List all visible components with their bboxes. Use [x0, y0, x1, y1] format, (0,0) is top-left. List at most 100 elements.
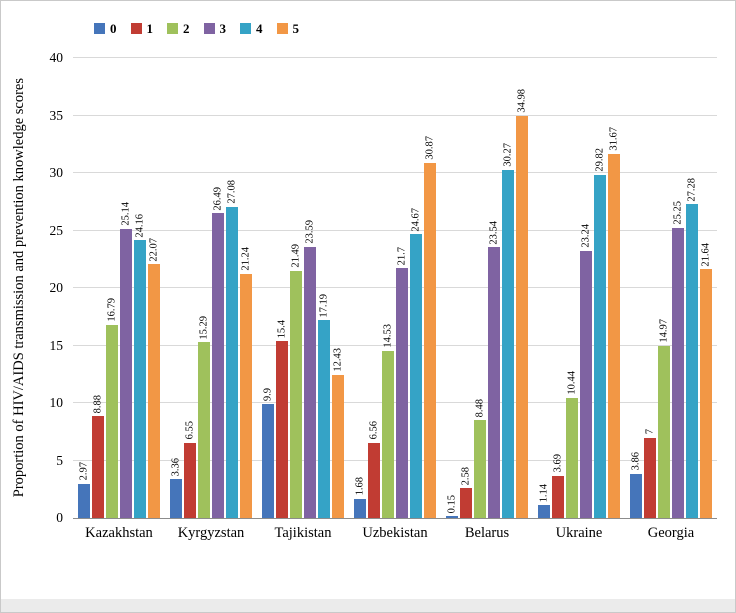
bar-value-label: 8.48	[474, 399, 486, 418]
y-tick-label: 0	[56, 510, 63, 525]
bar: 14.97	[658, 319, 670, 518]
legend-swatch	[276, 23, 288, 34]
bar: 10.44	[566, 371, 578, 518]
bar: 21.64	[700, 243, 712, 518]
bar: 23.54	[488, 221, 500, 518]
gridline	[73, 287, 717, 288]
bar-group: 2.97 8.88 16.79 25.14 24.16 22.07	[73, 58, 165, 518]
y-tick-label: 15	[49, 337, 64, 353]
bar-value-label: 2.58	[460, 466, 472, 486]
bar-value-label: 2.97	[78, 462, 90, 481]
bar-group: 9.9 15.4 21.49 23.59 17.19 12.43	[257, 58, 349, 518]
legend-swatch	[94, 23, 105, 34]
y-tick-label: 25	[49, 222, 64, 238]
bar: 21.24	[240, 247, 252, 518]
bar: 14.53	[382, 324, 394, 518]
bar-value-label: 0.15	[446, 494, 458, 514]
bar: 17.19	[318, 294, 330, 518]
bar: 25.14	[120, 202, 132, 518]
bar-value-label: 34.98	[516, 89, 528, 113]
bar: 27.28	[686, 178, 698, 518]
bar: 8.88	[92, 395, 104, 518]
bottom-strip	[1, 599, 735, 612]
x-axis-labels: Kazakhstan Kyrgyzstan Tajikistan Uzbekistan…	[73, 525, 717, 542]
bar-group: 1.68 6.56 14.53 21.7 24.67 30.87	[349, 58, 441, 518]
bar: 1.68	[354, 477, 366, 518]
bar-groups: 2.97 8.88 16.79 25.14 24.16 22.07 3.36 6.55 15.2…	[73, 58, 717, 518]
bar: 30.87	[424, 136, 436, 518]
bar: 3.69	[552, 454, 564, 518]
bar-group: 3.36 6.55 15.29 26.49 27.08 21.24	[165, 58, 257, 518]
bar-value-label: 25.25	[672, 201, 684, 225]
bar: 2.58	[460, 467, 472, 518]
bar: 31.67	[608, 127, 620, 518]
bar-value-label: 23.24	[580, 224, 592, 248]
bar: 12.43	[332, 348, 344, 518]
bar-value-label: 23.59	[304, 220, 316, 244]
gridline	[73, 57, 717, 58]
legend-item: 3	[203, 21, 227, 36]
bar: 21.49	[290, 244, 302, 518]
legend-label: 4	[256, 21, 263, 36]
bar-value-label: 27.28	[686, 177, 698, 202]
bar: 15.4	[276, 320, 288, 518]
bar: 29.82	[594, 148, 606, 518]
bar-value-label: 15.4	[276, 319, 288, 338]
bar-value-label: 24.67	[410, 207, 422, 232]
bar: 22.07	[148, 238, 160, 518]
bar: 8.48	[474, 399, 486, 518]
bar-value-label: 29.82	[594, 148, 606, 173]
bar-value-label: 1.14	[538, 483, 550, 502]
legend-item: 0	[94, 22, 117, 35]
bar-value-label: 21.64	[700, 242, 712, 267]
bar-value-label: 26.49	[212, 186, 224, 211]
bar-value-label: 8.88	[92, 394, 104, 413]
legend-label: 3	[219, 21, 227, 36]
x-category-label: Georgia	[647, 525, 695, 541]
bar: 27.08	[226, 180, 238, 518]
y-tick-label: 35	[49, 107, 64, 123]
y-tick-label: 5	[56, 452, 63, 468]
legend-item: 4	[240, 22, 263, 35]
bar: 23.24	[580, 224, 592, 518]
y-tick-label: 10	[49, 395, 64, 410]
bar-value-label: 21.7	[396, 247, 408, 266]
bar: 6.55	[184, 421, 196, 518]
bar-value-label: 30.27	[502, 143, 514, 167]
bar: 3.36	[170, 458, 182, 518]
bar-value-label: 6.55	[184, 421, 196, 440]
bar-value-label: 14.53	[382, 324, 394, 348]
bar: 3.86	[630, 452, 642, 518]
legend-item: 5	[276, 21, 300, 36]
legend-swatch	[130, 23, 142, 34]
bar-value-label: 15.29	[198, 315, 210, 340]
chart-legend: 0 1 2 3 4 5	[94, 22, 299, 35]
bar: 24.16	[134, 214, 146, 518]
x-category-label: Ukraine	[555, 525, 603, 541]
bar: 16.79	[106, 298, 118, 518]
legend-label: 0	[110, 21, 117, 36]
y-tick-label: 20	[49, 280, 64, 295]
bar-value-label: 12.43	[332, 348, 344, 373]
legend-label: 5	[292, 21, 300, 36]
bar: 15.29	[198, 316, 210, 518]
gridline	[73, 344, 717, 346]
bar-group: 1.14 3.69 10.44 23.24 29.82 31.67	[533, 58, 625, 518]
bar-value-label: 25.14	[120, 202, 132, 226]
bar-value-label: 31.67	[608, 127, 620, 151]
bar: 25.25	[672, 201, 684, 518]
gridline	[73, 402, 717, 403]
legend-item: 1	[130, 22, 153, 35]
plot-area: 2.97 8.88 16.79 25.14 24.16 22.07 3.36 6.55 15.2…	[73, 57, 717, 519]
gridline	[73, 229, 717, 231]
x-category-label: Uzbekistan	[362, 525, 428, 541]
bar-value-label: 9.9	[262, 388, 274, 402]
bar: 23.59	[304, 220, 316, 518]
legend-swatch	[203, 23, 215, 34]
gridline	[73, 114, 717, 116]
bar-value-label: 17.19	[318, 293, 330, 318]
bar: 21.7	[396, 247, 408, 518]
bar-value-label: 21.49	[290, 244, 302, 268]
bar: 34.98	[516, 89, 528, 518]
bar-value-label: 27.08	[226, 179, 238, 204]
